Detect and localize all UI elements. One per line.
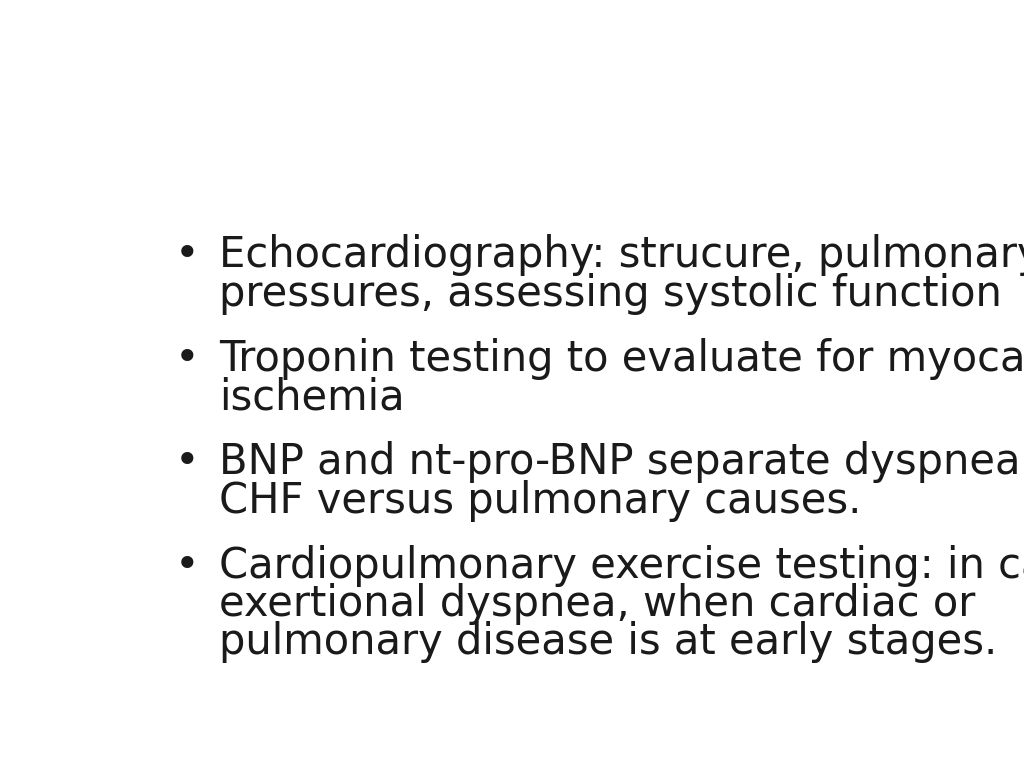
- Text: Cardiopulmonary exercise testing: in cases of: Cardiopulmonary exercise testing: in cas…: [219, 545, 1024, 587]
- Text: •: •: [175, 441, 200, 483]
- Text: •: •: [175, 338, 200, 379]
- Text: BNP and nt-pro-BNP separate dyspnea due to: BNP and nt-pro-BNP separate dyspnea due …: [219, 441, 1024, 483]
- Text: pressures, assessing systolic function: pressures, assessing systolic function: [219, 273, 1002, 315]
- Text: •: •: [175, 545, 200, 587]
- Text: pulmonary disease is at early stages.: pulmonary disease is at early stages.: [219, 621, 997, 664]
- Text: Troponin testing to evaluate for myocardial: Troponin testing to evaluate for myocard…: [219, 338, 1024, 379]
- Text: Echocardiography: strucure, pulmonary: Echocardiography: strucure, pulmonary: [219, 234, 1024, 276]
- Text: ischemia: ischemia: [219, 376, 404, 418]
- Text: exertional dyspnea, when cardiac or: exertional dyspnea, when cardiac or: [219, 583, 976, 625]
- Text: CHF versus pulmonary causes.: CHF versus pulmonary causes.: [219, 479, 861, 521]
- Text: •: •: [175, 234, 200, 276]
